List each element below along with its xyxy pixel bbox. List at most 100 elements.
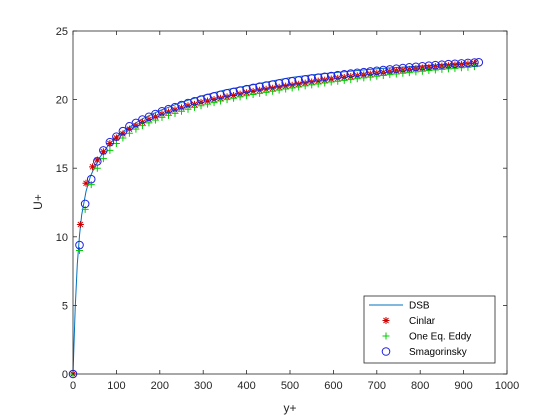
data-point xyxy=(118,126,128,136)
y-tick-label: 5 xyxy=(62,300,68,312)
y-tick-label: 25 xyxy=(56,26,68,38)
y-tick-label: 15 xyxy=(56,163,68,175)
data-point xyxy=(261,81,271,90)
data-point xyxy=(339,70,349,79)
data-point xyxy=(190,96,199,106)
data-point xyxy=(470,58,479,67)
data-point xyxy=(346,69,356,78)
x-tick-label: 200 xyxy=(151,380,169,392)
data-point xyxy=(457,59,466,68)
y-tick-label: 10 xyxy=(56,232,68,244)
data-point xyxy=(411,62,421,72)
data-point xyxy=(235,86,245,95)
legend-entry: Smagorinsky xyxy=(381,347,467,358)
data-point xyxy=(93,156,101,164)
series-dsb xyxy=(72,62,477,375)
data-point xyxy=(112,140,120,148)
data-point xyxy=(99,148,107,156)
data-point xyxy=(196,95,206,104)
data-point xyxy=(76,247,84,255)
data-point xyxy=(87,181,95,189)
data-point xyxy=(457,64,465,72)
axis-ticks: 0 100 200 300 400 500 600 700 800 900 1000 0 5 10 15 20… xyxy=(56,26,519,392)
data-point xyxy=(418,61,427,71)
data-point xyxy=(438,65,446,73)
data-point xyxy=(313,73,323,82)
data-point xyxy=(359,67,369,77)
data-point xyxy=(366,73,374,81)
legend-swatch xyxy=(381,347,391,356)
x-tick-label: 700 xyxy=(368,380,386,392)
data-point xyxy=(269,87,277,95)
data-point xyxy=(99,146,108,155)
data-point xyxy=(373,72,381,80)
data-point xyxy=(274,79,284,88)
data-point xyxy=(352,68,362,78)
data-point xyxy=(405,69,413,77)
data-point xyxy=(256,89,264,97)
y-tick-label: 0 xyxy=(62,369,68,381)
data-point xyxy=(203,93,212,103)
data-point xyxy=(379,71,387,79)
data-point xyxy=(424,61,434,71)
data-point xyxy=(399,69,407,77)
data-point xyxy=(392,64,401,74)
data-point xyxy=(444,65,452,73)
data-point xyxy=(437,60,447,69)
data-point xyxy=(275,86,283,94)
data-point xyxy=(125,129,133,137)
data-point xyxy=(450,59,460,69)
legend-entry: One Eq. Eddy xyxy=(382,332,471,343)
chart-marks xyxy=(68,57,484,379)
data-point xyxy=(474,57,484,67)
x-tick-label: 600 xyxy=(324,380,342,392)
data-point xyxy=(463,58,473,68)
legend: DSB Cinlar One Eq. Eddy Smagorinsky xyxy=(363,295,496,364)
data-point xyxy=(105,137,115,147)
data-point xyxy=(418,67,426,75)
data-point xyxy=(431,66,439,74)
legend-swatch xyxy=(382,332,390,340)
data-point xyxy=(125,125,133,133)
y-tick-label: 20 xyxy=(56,95,68,107)
x-tick-label: 300 xyxy=(194,380,212,392)
data-point xyxy=(294,76,303,85)
data-point xyxy=(385,65,395,74)
data-point xyxy=(398,63,408,73)
data-point xyxy=(333,70,343,80)
data-point xyxy=(131,118,141,128)
data-point xyxy=(93,157,102,166)
data-point xyxy=(81,205,89,213)
data-point xyxy=(379,65,388,75)
data-point xyxy=(405,63,414,72)
data-point xyxy=(222,88,232,98)
legend-label: Smagorinsky xyxy=(409,347,467,358)
data-point xyxy=(287,77,297,86)
data-point xyxy=(82,179,90,187)
data-point xyxy=(262,88,270,96)
x-tick-label: 800 xyxy=(411,380,429,392)
data-point xyxy=(229,87,238,97)
legend-box xyxy=(363,295,496,364)
data-point xyxy=(170,102,180,112)
data-point xyxy=(112,134,120,142)
x-axis-label: y+ xyxy=(283,401,296,415)
data-point xyxy=(76,220,84,228)
data-point xyxy=(255,82,264,92)
data-point xyxy=(392,70,400,78)
data-point xyxy=(451,64,459,72)
data-point xyxy=(89,163,97,171)
data-point xyxy=(183,98,193,108)
data-point xyxy=(157,106,167,116)
data-point xyxy=(164,104,173,114)
x-tick-label: 1000 xyxy=(495,380,519,392)
legend-label: One Eq. Eddy xyxy=(409,332,471,343)
data-point xyxy=(209,92,219,101)
data-point xyxy=(86,174,96,184)
legend-label: Cinlar xyxy=(409,316,436,327)
data-point xyxy=(386,71,394,79)
data-point xyxy=(106,140,114,148)
data-point xyxy=(320,72,330,82)
data-point xyxy=(125,122,134,131)
